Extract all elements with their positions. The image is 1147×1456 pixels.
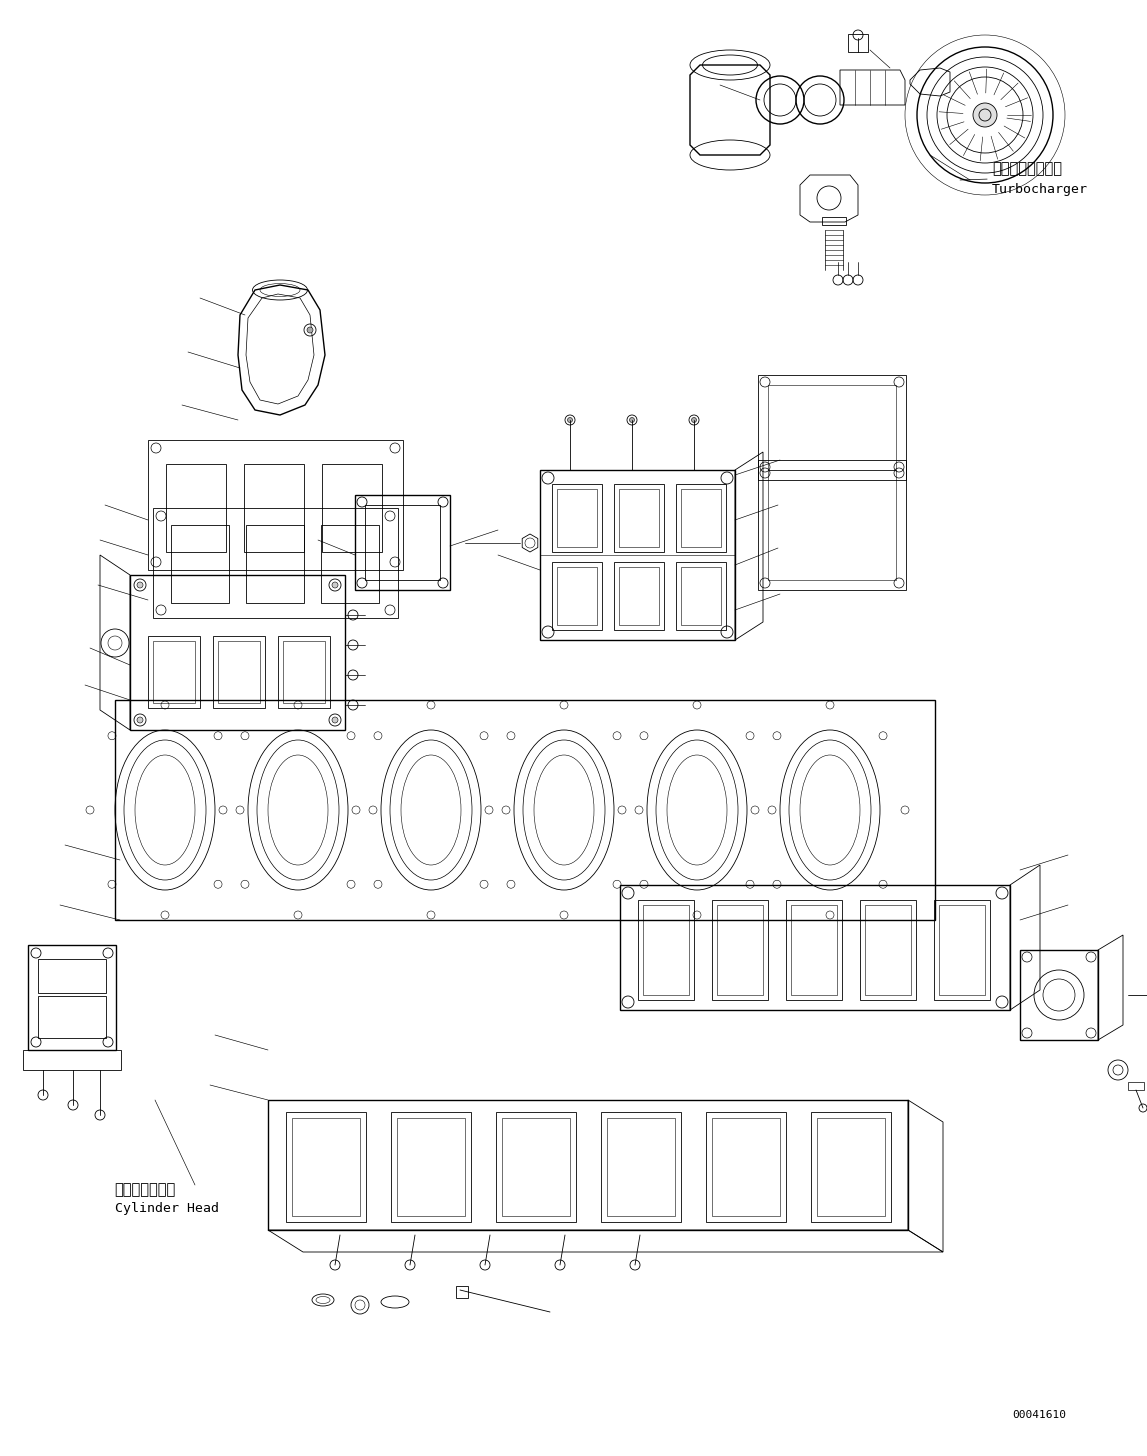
- Bar: [758, 376, 906, 480]
- Bar: [322, 464, 382, 552]
- Bar: [848, 33, 868, 52]
- Bar: [614, 562, 664, 630]
- Bar: [939, 906, 985, 994]
- Circle shape: [973, 103, 997, 127]
- Bar: [860, 900, 916, 1000]
- Bar: [28, 945, 116, 1050]
- Bar: [712, 900, 768, 1000]
- Bar: [552, 562, 602, 630]
- Circle shape: [136, 582, 143, 588]
- Bar: [707, 1112, 786, 1222]
- Bar: [601, 1112, 681, 1222]
- Bar: [213, 636, 265, 708]
- Circle shape: [136, 716, 143, 724]
- Bar: [614, 483, 664, 552]
- Bar: [681, 489, 721, 547]
- Bar: [391, 1112, 471, 1222]
- Circle shape: [331, 582, 338, 588]
- Bar: [365, 505, 440, 579]
- Bar: [786, 900, 842, 1000]
- Bar: [278, 636, 330, 708]
- Bar: [619, 566, 660, 625]
- Bar: [643, 906, 689, 994]
- Text: 00041610: 00041610: [1013, 1411, 1067, 1420]
- Bar: [148, 636, 200, 708]
- Bar: [1128, 1082, 1144, 1091]
- Bar: [153, 508, 398, 617]
- Bar: [638, 900, 694, 1000]
- Bar: [38, 960, 106, 993]
- Bar: [23, 1050, 120, 1070]
- Bar: [268, 1099, 908, 1230]
- Bar: [496, 1112, 576, 1222]
- Bar: [115, 700, 935, 920]
- Bar: [244, 464, 304, 552]
- Bar: [717, 906, 763, 994]
- Bar: [153, 641, 195, 703]
- Bar: [865, 906, 911, 994]
- Text: Turbocharger: Turbocharger: [992, 182, 1089, 195]
- Bar: [171, 526, 229, 603]
- Bar: [397, 1118, 465, 1216]
- Bar: [292, 1118, 360, 1216]
- Bar: [676, 483, 726, 552]
- Bar: [321, 526, 379, 603]
- Bar: [457, 1286, 468, 1297]
- Bar: [1020, 949, 1098, 1040]
- Bar: [768, 470, 896, 579]
- Bar: [758, 460, 906, 590]
- Bar: [681, 566, 721, 625]
- Bar: [557, 566, 596, 625]
- Bar: [811, 1112, 891, 1222]
- Bar: [619, 489, 660, 547]
- Text: Cylinder Head: Cylinder Head: [115, 1201, 219, 1214]
- Bar: [130, 575, 345, 729]
- Bar: [356, 495, 450, 590]
- Bar: [286, 1112, 366, 1222]
- Bar: [768, 384, 896, 470]
- Bar: [791, 906, 837, 994]
- Bar: [245, 526, 304, 603]
- Circle shape: [307, 328, 313, 333]
- Bar: [283, 641, 325, 703]
- Circle shape: [630, 418, 634, 422]
- Bar: [557, 489, 596, 547]
- Bar: [934, 900, 990, 1000]
- Bar: [822, 217, 846, 226]
- Bar: [621, 885, 1011, 1010]
- Circle shape: [692, 418, 696, 422]
- Text: シリンダヘッド: シリンダヘッド: [115, 1182, 175, 1197]
- Bar: [712, 1118, 780, 1216]
- Bar: [817, 1118, 885, 1216]
- Bar: [676, 562, 726, 630]
- Bar: [607, 1118, 674, 1216]
- Bar: [38, 996, 106, 1038]
- Circle shape: [331, 716, 338, 724]
- Circle shape: [568, 418, 572, 422]
- Bar: [148, 440, 403, 569]
- Bar: [540, 470, 735, 641]
- Bar: [218, 641, 260, 703]
- Bar: [166, 464, 226, 552]
- Text: ターボチャージャ: ターボチャージャ: [992, 162, 1062, 176]
- Bar: [552, 483, 602, 552]
- Bar: [502, 1118, 570, 1216]
